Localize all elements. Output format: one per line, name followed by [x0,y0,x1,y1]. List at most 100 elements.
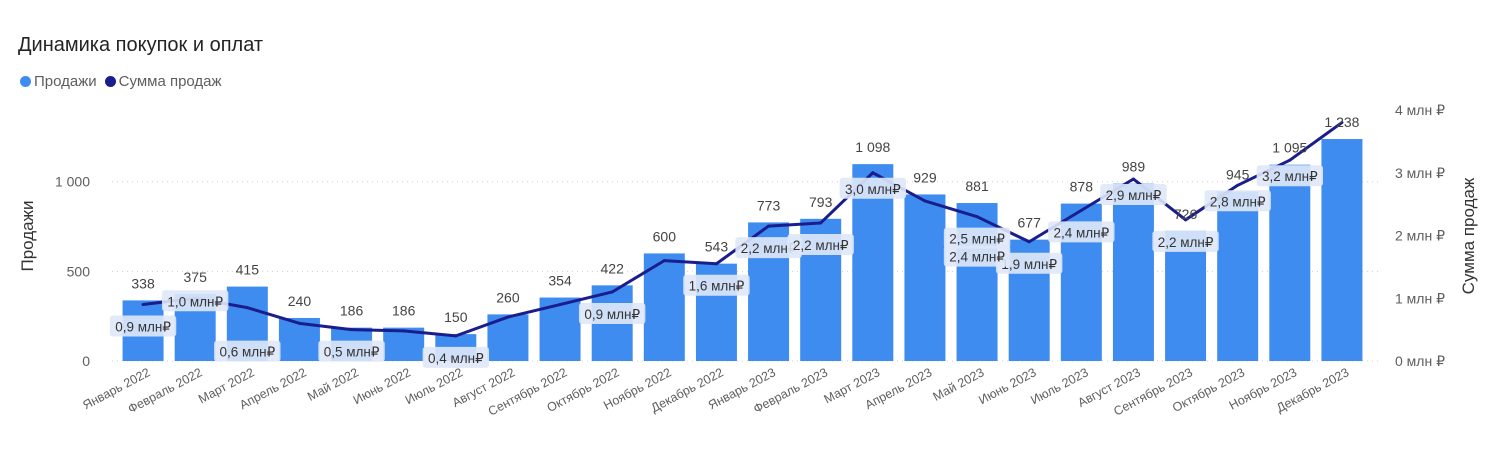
line-value-label-box [683,274,750,296]
line-value-label-box [943,245,1011,267]
line-value-label: 1,6 млн₽ [689,279,745,294]
line-value-label: 0,4 млн₽ [428,351,484,366]
y-tick-label: 500 [67,263,91,279]
legend-label-sales: Продажи [34,73,97,90]
line-value-label-box [735,237,802,259]
y2-axis-title: Сумма продаж [1459,177,1478,294]
legend-item-sales-sum[interactable]: Сумма продаж [104,73,222,90]
chart-legend: Продажи Сумма продаж [20,73,222,90]
x-tick-label: Июнь 2023 [976,365,1038,407]
y-tick-label: 1 000 [55,174,90,190]
bar [1165,230,1207,361]
bar-value-label: 600 [653,228,677,244]
bar [643,253,685,361]
line-value-label-box [109,315,177,337]
bar [956,203,998,361]
line-value-label: 0,5 млн₽ [324,345,380,360]
bar-value-label: 989 [1122,159,1146,175]
line-value-label: 2,9 млн₽ [1106,188,1162,203]
line-value-label-box [578,302,646,324]
bar [1269,164,1311,361]
bar [1217,191,1259,361]
y2-tick-label: 4 млн ₽ [1395,102,1445,118]
line-value-label-box [787,233,854,255]
line-value-label-box [1152,230,1219,252]
bar [1321,139,1363,361]
line-value-label-box [318,340,385,362]
line-value-label: 0,9 млн₽ [115,320,171,335]
legend-dot-sales [20,76,31,87]
y-tick-label: 0 [82,353,90,369]
legend-label-sales-sum: Сумма продаж [118,73,222,90]
bar-value-label: 338 [131,275,155,291]
line-segment [610,259,666,294]
line-segment [454,315,510,338]
legend-item-sales[interactable]: Продажи [20,73,97,90]
line-value-label-box [839,177,907,199]
line-segment [297,321,354,332]
line-value-label: 2,4 млн₽ [1053,225,1109,240]
line-value-label-box [1204,190,1271,212]
y-axis-title: Продажи [18,201,37,272]
chart-title: Динамика покупок и оплат [18,34,264,56]
y2-tick-label: 3 млн ₽ [1395,165,1445,181]
line-segment [767,221,823,228]
line-value-label-box [1048,221,1115,243]
line-segment [558,290,614,307]
bar-value-label: 1 098 [855,139,890,155]
bar-value-label: 260 [496,289,520,305]
bar-value-label: 1 238 [1324,114,1359,130]
bar-value-label: 878 [1070,179,1094,195]
bar-value-label: 375 [184,269,208,285]
line-value-label: 1,0 млн₽ [167,294,223,309]
line-value-label: 2,5 млн₽ [949,232,1005,247]
line-value-label-box [214,340,281,362]
bar-value-label: 726 [1174,206,1198,222]
y2-tick-label: 0 млн ₽ [1395,353,1445,369]
bar-value-label: 881 [965,178,989,194]
line-value-label-box [943,227,1011,249]
line-value-label: 2,2 млн₽ [741,241,797,256]
line-segment [245,306,301,325]
line-value-label-box [1256,165,1324,187]
line-segment [350,328,406,333]
line-value-label: 3,0 млн₽ [845,182,901,197]
bar-value-label: 186 [392,303,416,319]
bar-value-label: 1 095 [1272,140,1307,156]
bar-value-label: 945 [1226,167,1250,183]
bar-value-label: 150 [444,309,468,325]
line-segment [923,199,979,219]
line-value-label: 2,2 млн₽ [793,238,849,253]
line-value-label: 0,9 млн₽ [584,307,640,322]
bar-value-label: 186 [340,303,364,319]
bar-value-label: 677 [1018,215,1042,231]
bar-value-label: 354 [548,273,572,289]
line-value-label: 2,4 млн₽ [949,250,1005,265]
bar [1112,183,1154,361]
bar [904,194,946,361]
bar-value-label: 929 [913,169,937,185]
bar-value-label: 422 [601,260,625,276]
y2-tick-label: 1 млн ₽ [1395,290,1445,306]
bar-value-label: 240 [288,293,312,309]
line-value-label-box [995,252,1063,274]
line-segment [402,329,458,338]
bar-value-label: 543 [705,239,729,255]
bar-value-label: 773 [757,197,781,213]
line-value-label-box [422,346,490,368]
line-value-label: 2,2 млн₽ [1158,235,1214,250]
bar-value-label: 415 [236,262,260,278]
line-value-label-box [161,290,229,312]
y2-tick-label: 2 млн ₽ [1395,228,1445,244]
x-tick-label: Июнь 2022 [351,365,413,407]
line-value-label: 2,8 млн₽ [1210,194,1266,209]
legend-dot-sales-sum [104,76,116,87]
line-value-label: 3,2 млн₽ [1262,169,1318,184]
line-segment [506,303,562,319]
line-value-label-box [1100,184,1167,206]
line-value-label: 1,9 млн₽ [1001,257,1057,272]
line-segment [662,259,718,266]
line-value-label: 0,6 млн₽ [219,345,275,360]
bar-value-label: 793 [809,194,833,210]
